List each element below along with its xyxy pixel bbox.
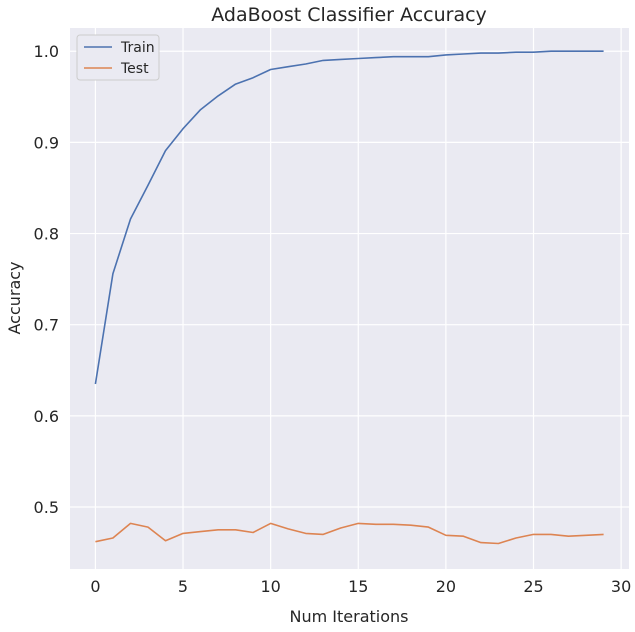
y-tick-labels: 0.5 0.6 0.7 0.8 0.9 1.0	[34, 42, 59, 517]
series-line-train	[94, 50, 604, 385]
x-axis-title: Num Iterations	[290, 607, 409, 626]
legend-test-label: Test	[120, 61, 149, 77]
chart-title: AdaBoost Classifier Accuracy	[211, 4, 487, 26]
x-tick-labels: 0 5 10 15 20 25 30	[90, 577, 631, 596]
y-tick-label: 0.5	[34, 498, 59, 517]
x-tick-label: 5	[178, 577, 188, 596]
series-layer	[94, 50, 604, 545]
legend: Train Test	[76, 34, 160, 81]
x-tick-label: 25	[523, 577, 543, 596]
x-tick-label: 0	[90, 577, 100, 596]
y-tick-label: 1.0	[34, 42, 59, 61]
grid-lines	[70, 28, 629, 569]
y-axis-title: Accuracy	[5, 261, 24, 334]
series-line-test	[95, 522, 604, 545]
y-tick-label: 0.8	[34, 225, 59, 244]
x-tick-label: 10	[260, 577, 280, 596]
y-tick-label: 0.7	[34, 316, 59, 335]
plot-background	[70, 28, 629, 569]
legend-train-label: Train	[120, 40, 155, 56]
y-tick-label: 0.9	[34, 133, 59, 152]
y-tick-label: 0.6	[34, 407, 59, 426]
x-tick-label: 15	[348, 577, 368, 596]
x-tick-label: 20	[436, 577, 456, 596]
x-tick-label: 30	[611, 577, 631, 596]
